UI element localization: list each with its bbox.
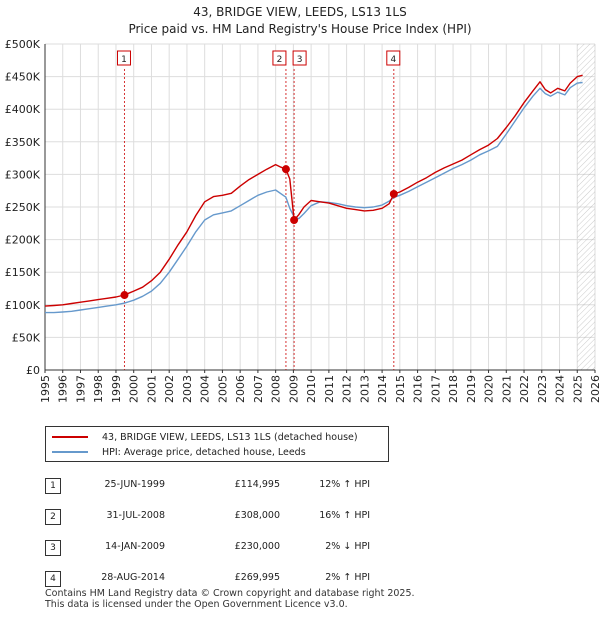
sale-price: £114,995	[234, 479, 280, 490]
sale-marker-box	[116, 50, 131, 66]
sale-hpi-diff: 2% ↑ HPI	[325, 572, 370, 583]
table-row: 4 28-AUG-2014 £269,995 2% ↑ HPI	[45, 567, 425, 598]
x-tick-label: 2004	[199, 375, 212, 403]
sale-number-badge: 3	[45, 540, 61, 556]
legend-label-hpi: HPI: Average price, detached house, Leed…	[102, 446, 306, 458]
x-tick-label: 2005	[216, 375, 229, 403]
sale-marker-box	[292, 50, 307, 66]
y-tick-label: £0	[26, 364, 40, 377]
x-tick-label: 1996	[57, 375, 70, 403]
sales-table: 1 25-JUN-1999 £114,995 12% ↑ HPI 2 31-JU…	[45, 474, 425, 598]
x-tick-label: 2001	[145, 375, 158, 403]
y-tick-label: £450K	[5, 71, 41, 84]
y-tick-label: £150K	[5, 266, 41, 279]
x-tick-label: 2024	[554, 375, 567, 403]
x-tick-label: 2021	[500, 375, 513, 403]
sale-price: £308,000	[234, 510, 280, 521]
x-tick-label: 1997	[74, 375, 87, 403]
x-tick-label: 2011	[323, 375, 336, 403]
sale-date: 25-JUN-1999	[104, 479, 165, 490]
sale-hpi-diff: 16% ↑ HPI	[319, 510, 370, 521]
y-tick-label: £50K	[12, 331, 41, 344]
sale-number-badge: 2	[45, 509, 61, 525]
sale-marker-box	[272, 50, 287, 66]
sale-number-badge: 1	[45, 478, 61, 494]
x-tick-label: 2025	[571, 375, 584, 403]
legend-label-property: 43, BRIDGE VIEW, LEEDS, LS13 1LS (detach…	[102, 431, 358, 443]
sale-date: 28-AUG-2014	[101, 572, 165, 583]
y-tick-label: £250K	[5, 201, 41, 214]
sale-marker-label: 3	[297, 55, 303, 65]
sale-point	[120, 291, 129, 300]
future-hatch	[577, 44, 595, 370]
sale-date: 14-JAN-2009	[105, 541, 165, 552]
footer-copyright: Contains HM Land Registry data © Crown c…	[45, 588, 415, 599]
chart-title: 43, BRIDGE VIEW, LEEDS, LS13 1LS	[193, 5, 407, 19]
y-tick-label: £300K	[5, 168, 41, 181]
x-tick-label: 2002	[163, 375, 176, 403]
legend-swatch-hpi	[52, 451, 88, 453]
x-tick-label: 2009	[287, 375, 300, 403]
sale-price: £269,995	[234, 572, 280, 583]
x-tick-label: 2018	[447, 375, 460, 403]
sale-date: 31-JUL-2008	[106, 510, 165, 521]
legend-item-hpi: HPI: Average price, detached house, Leed…	[52, 445, 306, 459]
table-row: 3 14-JAN-2009 £230,000 2% ↓ HPI	[45, 536, 425, 567]
x-tick-label: 2003	[181, 375, 194, 403]
x-tick-label: 2026	[589, 375, 600, 403]
x-tick-label: 2016	[412, 375, 425, 403]
chart-title-block: 43, BRIDGE VIEW, LEEDS, LS13 1LS Price p…	[0, 4, 600, 38]
y-tick-label: £400K	[5, 103, 41, 116]
sale-number-badge: 4	[45, 571, 61, 587]
x-tick-label: 2007	[252, 375, 265, 403]
sale-point	[389, 189, 398, 198]
sale-hpi-diff: 12% ↑ HPI	[319, 479, 370, 490]
sale-marker-label: 1	[121, 55, 127, 65]
footer: Contains HM Land Registry data © Crown c…	[45, 588, 415, 610]
series-line	[44, 74, 583, 307]
table-row: 1 25-JUN-1999 £114,995 12% ↑ HPI	[45, 474, 425, 505]
sale-marker-box	[386, 50, 401, 66]
sale-hpi-diff: 2% ↓ HPI	[325, 541, 370, 552]
table-row: 2 31-JUL-2008 £308,000 16% ↑ HPI	[45, 505, 425, 536]
footer-licence: This data is licensed under the Open Gov…	[45, 599, 348, 610]
price-chart: £0 £50K £100K £150K £200K £250K £300K £350K £400…	[5, 38, 600, 403]
x-tick-label: 2022	[518, 375, 531, 403]
x-tick-label: 2015	[394, 375, 407, 403]
chart-subtitle: Price paid vs. HM Land Registry's House …	[128, 22, 472, 36]
x-tick-label: 2017	[429, 375, 442, 403]
x-tick-label: 2010	[305, 375, 318, 403]
legend-swatch-property	[52, 436, 88, 438]
x-tick-label: 2023	[536, 375, 549, 403]
y-tick-label: £500K	[5, 38, 41, 51]
y-tick-label: £100K	[5, 299, 41, 312]
x-tick-label: 1995	[39, 375, 52, 403]
sale-point	[290, 216, 299, 225]
x-tick-label: 2020	[483, 375, 496, 403]
sale-marker-label: 4	[390, 55, 396, 65]
sale-point	[281, 165, 290, 174]
y-tick-label: £200K	[5, 234, 41, 247]
legend: 43, BRIDGE VIEW, LEEDS, LS13 1LS (detach…	[45, 426, 389, 462]
x-tick-label: 2006	[234, 375, 247, 403]
legend-item-property: 43, BRIDGE VIEW, LEEDS, LS13 1LS (detach…	[52, 430, 358, 444]
x-tick-label: 2014	[376, 375, 389, 403]
x-tick-label: 2008	[270, 375, 283, 403]
x-tick-label: 1998	[92, 375, 105, 403]
x-tick-label: 2013	[358, 375, 371, 403]
x-tick-label: 2012	[341, 375, 354, 403]
sale-price: £230,000	[234, 541, 280, 552]
x-tick-label: 2000	[128, 375, 141, 403]
sale-marker-label: 2	[277, 55, 283, 65]
y-tick-label: £350K	[5, 136, 41, 149]
x-tick-label: 2019	[465, 375, 478, 403]
x-tick-label: 1999	[110, 375, 123, 403]
